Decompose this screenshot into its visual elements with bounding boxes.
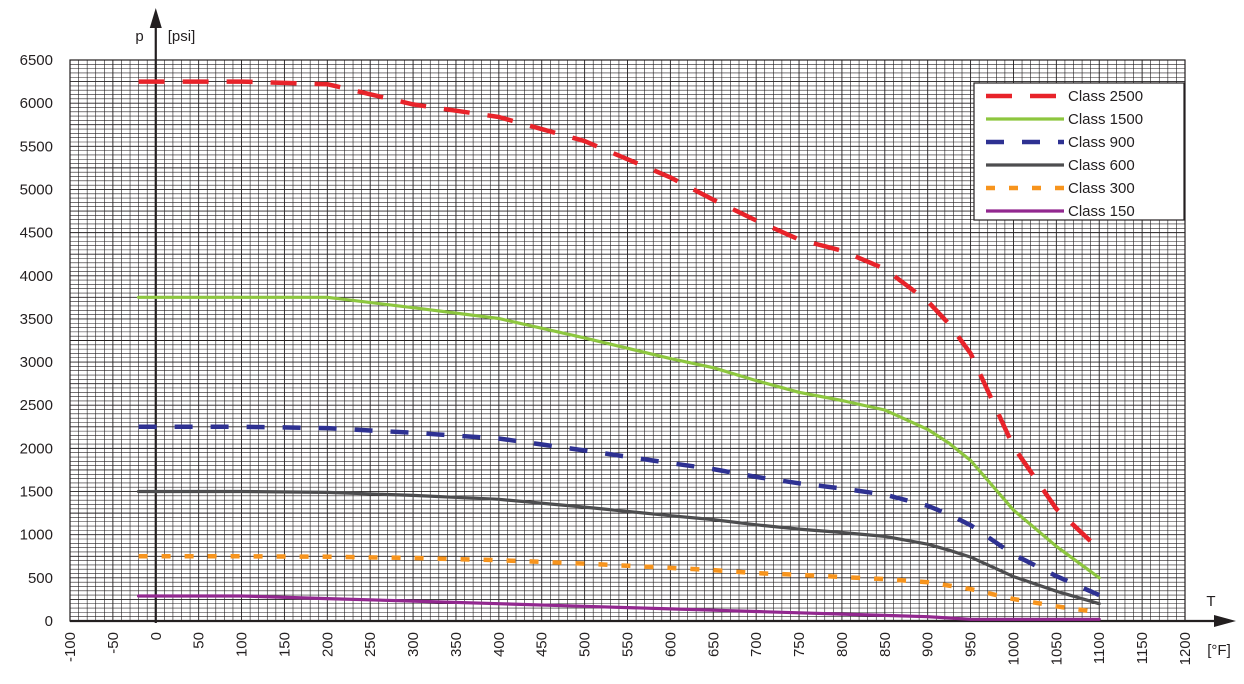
x-tick-label: 600 [662,632,679,657]
x-axis-symbol: T [1206,593,1215,610]
x-tick-label: 800 [834,632,851,657]
legend-label: Class 600 [1068,157,1135,174]
legend-label: Class 900 [1068,134,1135,151]
legend-label: Class 2500 [1068,88,1143,105]
x-tick-label: 200 [319,632,336,657]
y-axis-arrow [149,8,162,28]
x-tick-label: 750 [791,632,808,657]
series-line-class-150 [137,594,1101,621]
axes: p [psi] T [°F] [70,8,1236,659]
y-tick-label: 1500 [20,484,53,501]
x-tick-label: 1150 [1134,632,1151,664]
series-line-class-2500 [138,79,1101,552]
y-tick-label: 0 [45,613,53,630]
y-tick-label: 4000 [20,268,53,285]
series-lines [137,79,1101,621]
tick-labels: 0500100015002000250030003500400045005000… [20,52,1194,665]
legend-label: Class 300 [1068,180,1135,197]
legend-box [973,82,1185,221]
x-tick-label: 300 [405,632,422,657]
series-line-class-600 [137,489,1101,606]
x-tick-label: 850 [877,632,894,657]
y-tick-label: 3000 [20,354,53,371]
series-line-class-300 [138,554,1100,615]
x-tick-label: 700 [748,632,765,657]
y-tick-label: 6000 [20,95,53,112]
y-tick-label: 5500 [20,138,53,155]
legend-label: Class 1500 [1068,111,1143,128]
y-axis-symbol: p [135,28,143,45]
x-axis-unit: [°F] [1207,642,1231,659]
y-tick-label: 500 [28,570,53,587]
legend: Class 2500 Class 1500 Class 900 Class 600 Cl… [973,82,1185,221]
x-tick-label: 1200 [1177,632,1194,665]
y-tick-label: 2000 [20,440,53,457]
y-tick-label: 5000 [20,181,53,198]
x-tick-label: 500 [577,632,594,657]
x-tick-label: 250 [362,632,379,657]
x-tick-label: 950 [963,632,980,657]
legend-label: Class 150 [1068,203,1135,220]
x-tick-label: 450 [534,632,551,657]
y-tick-label: 3500 [20,311,53,328]
y-tick-label: 2500 [20,397,53,414]
x-tick-label: 1100 [1091,632,1108,664]
x-tick-label: 150 [276,632,293,657]
x-tick-label: 350 [448,632,465,657]
x-tick-label: -50 [105,632,122,654]
y-tick-label: 4500 [20,225,53,242]
y-tick-label: 1000 [20,527,53,544]
x-tick-label: 1000 [1005,632,1022,665]
x-tick-label: 900 [920,632,937,657]
x-tick-label: 100 [234,632,251,657]
x-tick-label: 0 [148,632,165,640]
x-axis-arrow [1214,615,1236,627]
y-tick-label: 6500 [20,52,53,69]
x-tick-label: 550 [620,632,637,657]
y-axis-unit: [psi] [168,28,196,45]
x-tick-label: 1050 [1048,632,1065,665]
series-line-class-900 [138,424,1101,598]
x-tick-label: 50 [191,632,208,649]
x-tick-label: -100 [62,632,79,662]
x-tick-label: 650 [705,632,722,657]
series-line-class-1500 [137,295,1101,580]
x-tick-label: 400 [491,632,508,657]
